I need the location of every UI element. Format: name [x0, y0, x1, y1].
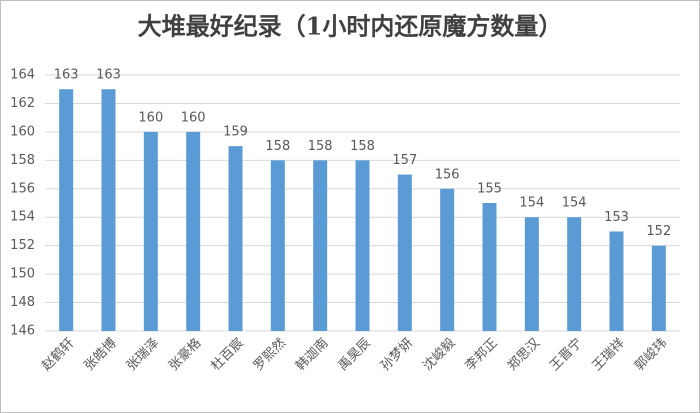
data-label: 153 [604, 210, 629, 225]
bar [482, 203, 497, 331]
y-tick-label: 148 [10, 295, 35, 310]
bar [313, 160, 328, 331]
data-label: 160 [181, 110, 206, 125]
bar [567, 217, 582, 331]
y-tick-label: 150 [10, 267, 35, 282]
data-label: 163 [96, 68, 121, 83]
data-label: 159 [223, 125, 248, 140]
bar [397, 174, 412, 331]
y-tick-label: 164 [10, 68, 35, 83]
data-label: 157 [392, 153, 417, 168]
bar [524, 217, 539, 331]
data-label: 158 [350, 139, 375, 154]
bar [609, 231, 624, 331]
bar [651, 245, 666, 331]
bar [59, 89, 74, 331]
data-label: 158 [308, 139, 333, 154]
y-tick-label: 160 [10, 124, 35, 139]
bar [440, 188, 455, 331]
data-label: 158 [265, 139, 290, 154]
y-tick-label: 162 [10, 96, 35, 111]
data-label: 152 [646, 224, 671, 239]
bar [228, 146, 243, 331]
bar [270, 160, 285, 331]
y-tick-label: 158 [10, 153, 35, 168]
bar [186, 131, 201, 331]
data-label: 160 [138, 110, 163, 125]
data-label: 163 [54, 68, 79, 83]
y-tick-label: 154 [10, 210, 35, 225]
data-label: 155 [477, 182, 502, 197]
bar [355, 160, 370, 331]
data-label: 154 [562, 196, 587, 211]
chart-title: 大堆最好纪录（1小时内还原魔方数量） [138, 12, 563, 41]
y-tick-label: 146 [10, 324, 35, 339]
bar [101, 89, 116, 331]
data-label: 156 [435, 167, 460, 182]
data-label: 154 [519, 196, 544, 211]
y-tick-label: 156 [10, 181, 35, 196]
y-tick-label: 152 [10, 238, 35, 253]
bar [143, 131, 158, 331]
